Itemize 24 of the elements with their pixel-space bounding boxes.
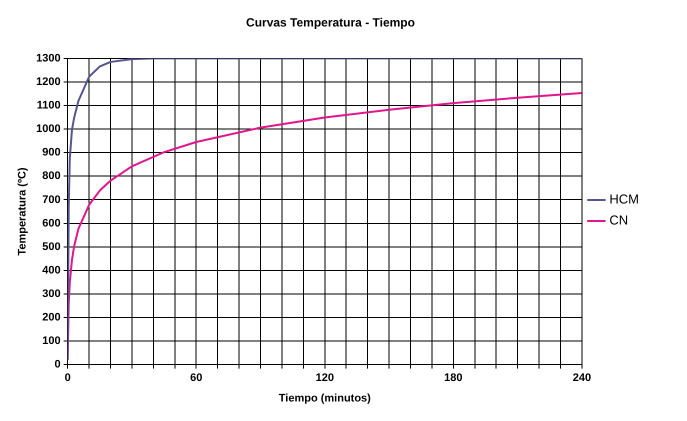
y-tick-label: 200 bbox=[42, 312, 61, 324]
y-tick-label: 700 bbox=[42, 194, 61, 206]
y-tick-label: 800 bbox=[42, 170, 61, 182]
y-tick-label: 1100 bbox=[36, 100, 61, 112]
y-tick-label: 100 bbox=[42, 335, 61, 348]
legend-label: HCM bbox=[609, 192, 640, 207]
y-tick-label: 900 bbox=[42, 146, 61, 159]
x-tick-label: 180 bbox=[444, 372, 463, 384]
x-tick-label: 0 bbox=[64, 372, 71, 384]
x-tick-label: 60 bbox=[190, 372, 202, 384]
y-tick-label: 1200 bbox=[36, 76, 61, 88]
x-tick-label: 240 bbox=[572, 372, 592, 384]
y-tick-label: 600 bbox=[42, 217, 61, 230]
x-axis-title: Tiempo (minutos) bbox=[278, 392, 372, 404]
y-tick-label: 1300 bbox=[36, 52, 61, 64]
y-tick-label: 500 bbox=[42, 240, 61, 253]
y-axis-title: Temperatura (ºC) bbox=[16, 167, 29, 256]
legend-label: CN bbox=[609, 212, 628, 228]
y-tick-label: 1000 bbox=[36, 123, 61, 136]
y-tick-label: 0 bbox=[54, 358, 61, 371]
chart-title: Curvas Temperatura - Tiempo bbox=[246, 16, 415, 30]
x-tick-label: 120 bbox=[316, 372, 334, 384]
y-tick-label: 300 bbox=[42, 288, 61, 300]
y-tick-label: 400 bbox=[42, 264, 61, 276]
